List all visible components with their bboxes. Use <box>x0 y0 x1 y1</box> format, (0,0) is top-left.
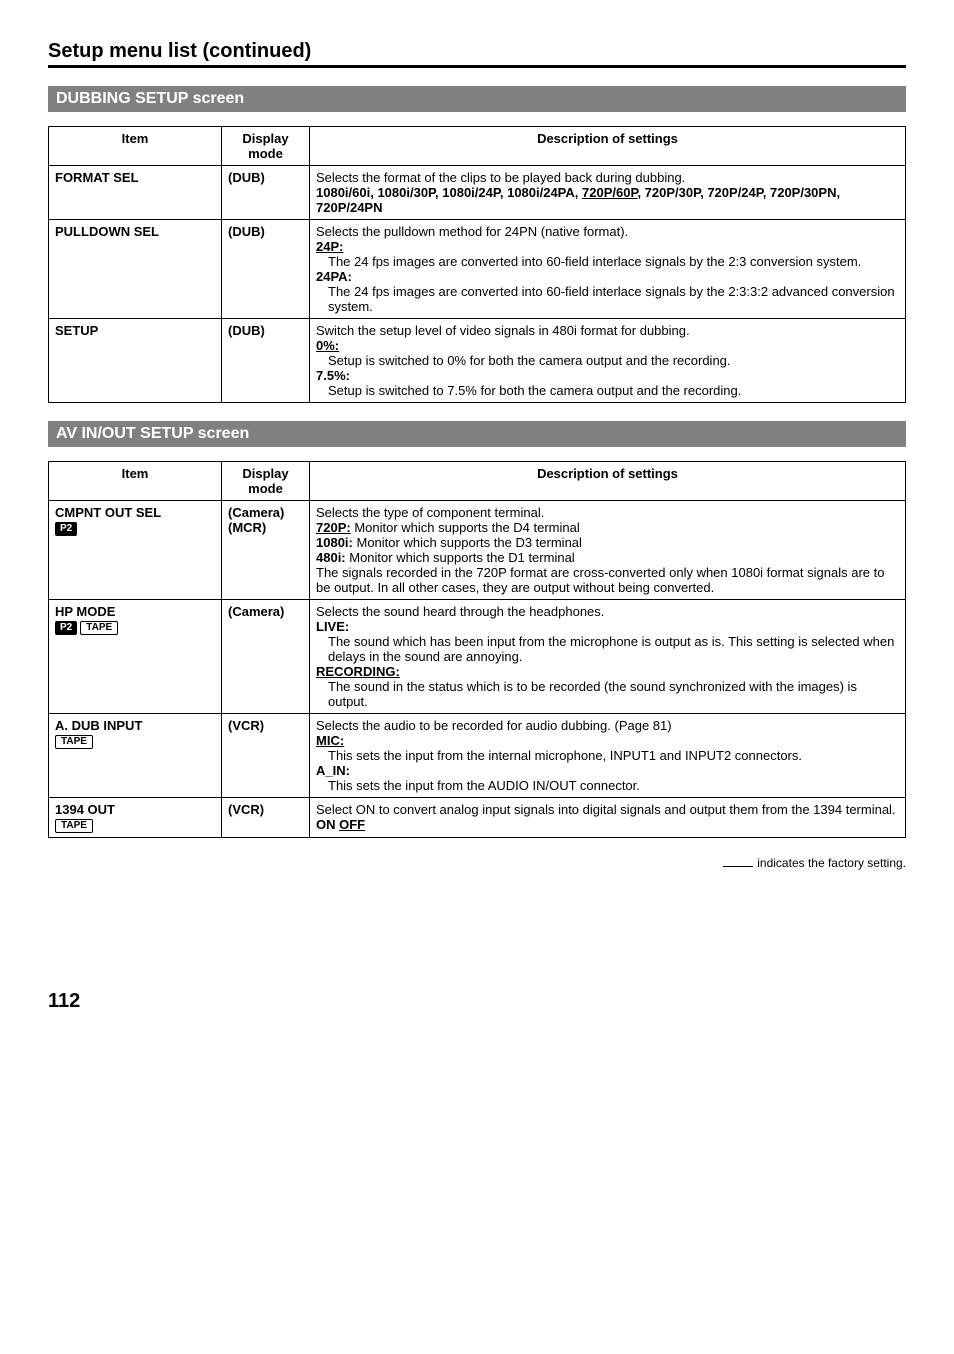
desc-line: 480i: Monitor which supports the D1 term… <box>316 550 899 565</box>
desc-line: The 24 fps images are converted into 60-… <box>328 254 899 269</box>
desc-line: This sets the input from the AUDIO IN/OU… <box>328 778 899 793</box>
desc-line: 24P: <box>316 239 899 254</box>
desc-cell: Selects the audio to be recorded for aud… <box>310 714 906 798</box>
desc-line: 24PA: <box>316 269 899 284</box>
mode-cell: (DUB) <box>222 220 310 319</box>
table-row: SETUP(DUB) Switch the setup level of vide… <box>49 319 906 403</box>
col-header-mode: Display mode <box>222 127 310 166</box>
item-cell: PULLDOWN SEL <box>49 220 222 319</box>
desc-line: LIVE: <box>316 619 899 634</box>
mode-cell: (Camera) <box>222 600 310 714</box>
item-badge: TAPE <box>55 819 93 833</box>
desc-line: Selects the pulldown method for 24PN (na… <box>316 224 899 239</box>
item-cell: 1394 OUTTAPE <box>49 798 222 838</box>
item-cell: HP MODEP2TAPE <box>49 600 222 714</box>
desc-line: 1080i/60i, 1080i/30P, 1080i/24P, 1080i/2… <box>316 185 899 215</box>
desc-line: MIC: <box>316 733 899 748</box>
col-header-item: Item <box>49 462 222 501</box>
footnote-text: indicates the factory setting. <box>757 856 906 870</box>
desc-line: Selects the format of the clips to be pl… <box>316 170 899 185</box>
section-heading-avinout: AV IN/OUT SETUP screen <box>48 421 906 447</box>
desc-line: A_IN: <box>316 763 899 778</box>
item-badge: TAPE <box>55 735 93 749</box>
desc-cell: Select ON to convert analog input signal… <box>310 798 906 838</box>
desc-cell: Selects the sound heard through the head… <box>310 600 906 714</box>
dubbing-tbody: FORMAT SEL(DUB)Selects the format of the… <box>49 166 906 403</box>
desc-line: Selects the audio to be recorded for aud… <box>316 718 899 733</box>
desc-line: The sound in the status which is to be r… <box>328 679 899 709</box>
desc-cell: Selects the type of component terminal.7… <box>310 501 906 600</box>
item-badge: P2 <box>55 621 77 635</box>
footnote: indicates the factory setting. <box>48 856 906 870</box>
desc-cell: Selects the pulldown method for 24PN (na… <box>310 220 906 319</box>
mode-cell: (VCR) <box>222 714 310 798</box>
mode-cell: (DUB) <box>222 319 310 403</box>
desc-line: Setup is switched to 7.5% for both the c… <box>328 383 899 398</box>
desc-line: The 24 fps images are converted into 60-… <box>328 284 899 314</box>
desc-line: RECORDING: <box>316 664 899 679</box>
desc-line: Selects the type of component terminal. <box>316 505 899 520</box>
desc-line: 1080i: Monitor which supports the D3 ter… <box>316 535 899 550</box>
mode-cell: (DUB) <box>222 166 310 220</box>
desc-cell: Selects the format of the clips to be pl… <box>310 166 906 220</box>
col-header-desc: Description of settings <box>310 462 906 501</box>
table-row: PULLDOWN SEL(DUB) Selects the pulldown me… <box>49 220 906 319</box>
underline-sample <box>723 866 753 867</box>
avinout-tbody: CMPNT OUT SELP2(Camera)(MCR)Selects the … <box>49 501 906 838</box>
table-row: FORMAT SEL(DUB) Selects the format of the… <box>49 166 906 220</box>
table-row: CMPNT OUT SELP2(Camera)(MCR)Selects the … <box>49 501 906 600</box>
table-row: HP MODEP2TAPE(Camera) Selects the sound h… <box>49 600 906 714</box>
desc-line: The signals recorded in the 720P format … <box>316 565 899 595</box>
desc-cell: Switch the setup level of video signals … <box>310 319 906 403</box>
desc-line: This sets the input from the internal mi… <box>328 748 899 763</box>
mode-cell: (Camera)(MCR) <box>222 501 310 600</box>
col-header-mode: Display mode <box>222 462 310 501</box>
item-cell: SETUP <box>49 319 222 403</box>
avinout-table: Item Display mode Description of setting… <box>48 461 906 838</box>
item-badge: TAPE <box>80 621 118 635</box>
page-number: 112 <box>48 990 906 1013</box>
table-row: 1394 OUTTAPE(VCR) Select ON to convert an… <box>49 798 906 838</box>
desc-line: Setup is switched to 0% for both the cam… <box>328 353 899 368</box>
page-title: Setup menu list (continued) <box>48 40 906 68</box>
item-cell: CMPNT OUT SELP2 <box>49 501 222 600</box>
mode-cell: (VCR) <box>222 798 310 838</box>
section-heading-dubbing: DUBBING SETUP screen <box>48 86 906 112</box>
col-header-desc: Description of settings <box>310 127 906 166</box>
desc-line: 720P: Monitor which supports the D4 term… <box>316 520 899 535</box>
col-header-item: Item <box>49 127 222 166</box>
desc-line: ON OFF <box>316 817 899 832</box>
item-badge: P2 <box>55 522 77 536</box>
item-cell: A. DUB INPUTTAPE <box>49 714 222 798</box>
desc-line: Switch the setup level of video signals … <box>316 323 899 338</box>
desc-line: Selects the sound heard through the head… <box>316 604 899 619</box>
desc-line: The sound which has been input from the … <box>328 634 899 664</box>
dubbing-table: Item Display mode Description of setting… <box>48 126 906 403</box>
item-cell: FORMAT SEL <box>49 166 222 220</box>
desc-line: 7.5%: <box>316 368 899 383</box>
table-row: A. DUB INPUTTAPE(VCR) Selects the audio t… <box>49 714 906 798</box>
desc-line: Select ON to convert analog input signal… <box>316 802 899 817</box>
desc-line: 0%: <box>316 338 899 353</box>
